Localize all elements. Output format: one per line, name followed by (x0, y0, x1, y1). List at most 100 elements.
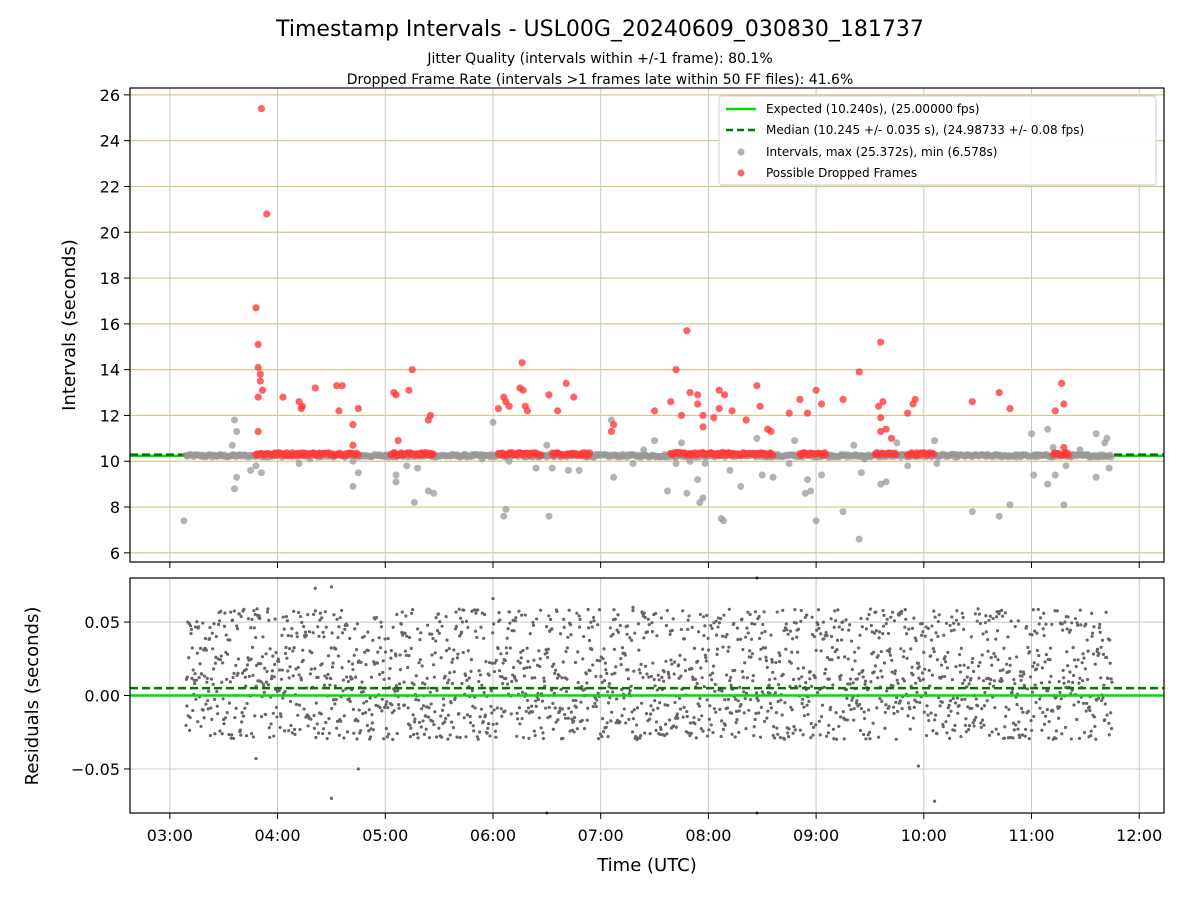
residual-point (197, 625, 201, 629)
residual-point (194, 678, 199, 682)
residual-point (934, 631, 938, 635)
residual-point (513, 676, 517, 680)
intervals-y-tick-label: 8 (110, 498, 120, 517)
interval-point (575, 466, 583, 474)
residual-point (1066, 615, 1070, 619)
residual-point (274, 705, 279, 710)
residual-point (312, 726, 317, 730)
residual-point (456, 652, 460, 656)
residual-point (798, 684, 802, 688)
residual-point (243, 706, 247, 710)
residual-point (191, 708, 195, 713)
residual-point (228, 680, 232, 684)
interval-point (349, 482, 357, 490)
residual-point (737, 730, 741, 734)
residual-point (225, 677, 229, 681)
interval-point (803, 476, 811, 484)
residual-point (371, 728, 375, 732)
residual-point (871, 721, 875, 725)
residual-point (646, 617, 650, 621)
residual-point (473, 706, 477, 710)
residual-point (522, 674, 526, 678)
dropped-frame-point (394, 437, 402, 445)
residual-point (533, 676, 537, 680)
residual-point (721, 645, 725, 649)
residual-point (548, 714, 552, 719)
residual-point (1090, 631, 1095, 635)
residual-point (903, 625, 907, 629)
dropped-frame-point (256, 370, 264, 378)
residual-point (789, 661, 793, 665)
residual-point (569, 710, 574, 714)
residual-point (533, 733, 537, 738)
residual-point (551, 727, 555, 731)
residual-point (998, 669, 1002, 673)
residual-point (961, 615, 965, 620)
residual-point (622, 707, 626, 711)
residual-point (917, 676, 921, 680)
residual-point (204, 648, 208, 652)
residual-point (982, 723, 986, 727)
dropped-frame-point (839, 395, 847, 404)
residual-point (983, 690, 987, 695)
residual-point (285, 619, 289, 623)
residual-point (808, 670, 812, 674)
residual-point (278, 712, 283, 716)
intervals-y-tick-label: 20 (100, 223, 120, 242)
residual-point (481, 720, 485, 724)
interval-point (228, 441, 236, 449)
residual-point (492, 669, 497, 674)
interval-point (230, 416, 238, 424)
residual-point (1006, 635, 1010, 639)
residual-point (347, 659, 351, 664)
dropped-frame-point (667, 398, 675, 406)
chart-subtitle-jitter: Jitter Quality (intervals within +/-1 fr… (426, 51, 772, 67)
residual-point (957, 652, 962, 657)
interval-point (640, 446, 648, 454)
residual-point (1039, 681, 1044, 685)
residual-point (726, 649, 730, 653)
residual-point (783, 701, 787, 705)
residual-point (656, 706, 660, 710)
residual-point (379, 625, 384, 629)
residual-point (983, 620, 987, 625)
residual-point (688, 734, 692, 738)
residual-point (1057, 705, 1062, 709)
residual-point (1098, 622, 1102, 626)
residual-point (727, 607, 731, 611)
interval-point (1044, 480, 1052, 488)
residual-point (607, 685, 611, 689)
residual-point (231, 736, 236, 741)
residual-point (409, 646, 413, 650)
dropped-frame-point (968, 398, 976, 406)
residual-point (743, 696, 747, 701)
residual-point (1092, 625, 1096, 629)
dropped-frame-point (354, 404, 362, 413)
residual-point (709, 723, 713, 727)
residual-point (648, 731, 652, 736)
residual-point (911, 716, 916, 720)
residual-point (288, 665, 292, 669)
residual-point (489, 704, 493, 709)
residual-point (858, 633, 862, 637)
residual-point (981, 632, 985, 636)
residual-point (572, 730, 576, 734)
residual-point (702, 685, 707, 689)
residual-point (1071, 646, 1075, 650)
residual-point (1086, 649, 1090, 653)
residual-point (318, 611, 322, 615)
residual-point (291, 649, 295, 653)
residual-point (399, 622, 403, 626)
residual-point (493, 661, 497, 665)
residual-point (678, 707, 683, 711)
residual-point (340, 631, 345, 635)
residual-point (884, 622, 888, 626)
residual-point (965, 685, 969, 689)
residual-point (553, 668, 558, 672)
residual-point (1108, 661, 1112, 665)
residual-point (563, 716, 568, 720)
residual-point (801, 666, 806, 670)
residual-point (493, 729, 498, 733)
residual-point (366, 648, 370, 653)
residual-point (963, 697, 967, 701)
